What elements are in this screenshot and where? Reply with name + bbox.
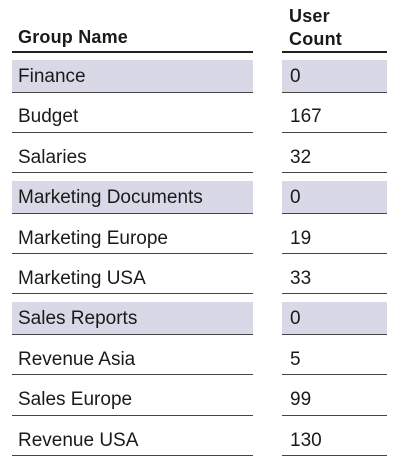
user-count-cell: 0: [282, 60, 387, 93]
table-header: Group Name User Count: [0, 0, 400, 54]
group-name-cell: Budget: [12, 100, 253, 133]
table-row: Revenue USA 130: [0, 424, 400, 464]
group-name-cell: Sales Europe: [12, 383, 253, 416]
group-name-cell: Revenue Asia: [12, 343, 253, 376]
user-count-cell: 33: [282, 262, 387, 295]
table-row: Salaries 32: [0, 141, 400, 181]
user-count-cell: 130: [282, 424, 387, 457]
header-divider-group-name: [12, 51, 253, 53]
user-count-cell: 99: [282, 383, 387, 416]
group-name-cell: Salaries: [12, 141, 253, 174]
group-name-cell: Revenue USA: [12, 424, 253, 457]
table-row: Budget 167: [0, 100, 400, 140]
group-name-cell: Marketing Documents: [12, 181, 253, 214]
user-count-cell: 0: [282, 181, 387, 214]
table-row: Marketing Documents 0: [0, 181, 400, 221]
table-row: Sales Reports 0: [0, 302, 400, 342]
table-row: Marketing USA 33: [0, 262, 400, 302]
user-count-cell: 0: [282, 302, 387, 335]
table-row: Finance 0: [0, 60, 400, 100]
user-count-cell: 32: [282, 141, 387, 174]
table-body: Finance 0 Budget 167 Salaries 32 Marketi…: [0, 60, 400, 464]
user-count-cell: 5: [282, 343, 387, 376]
group-name-cell: Marketing Europe: [12, 222, 253, 255]
column-header-user-count: User Count: [289, 5, 379, 51]
column-header-user-count-line2: Count: [289, 29, 342, 49]
group-name-cell: Sales Reports: [12, 302, 253, 335]
column-header-group-name: Group Name: [18, 27, 129, 47]
table-row: Revenue Asia 5: [0, 343, 400, 383]
group-name-cell: Finance: [12, 60, 253, 93]
user-count-cell: 19: [282, 222, 387, 255]
group-name-cell: Marketing USA: [12, 262, 253, 295]
header-divider-user-count: [282, 51, 387, 53]
user-count-cell: 167: [282, 100, 387, 133]
table-row: Sales Europe 99: [0, 383, 400, 423]
table-row: Marketing Europe 19: [0, 222, 400, 262]
column-header-user-count-line1: User: [289, 6, 330, 26]
